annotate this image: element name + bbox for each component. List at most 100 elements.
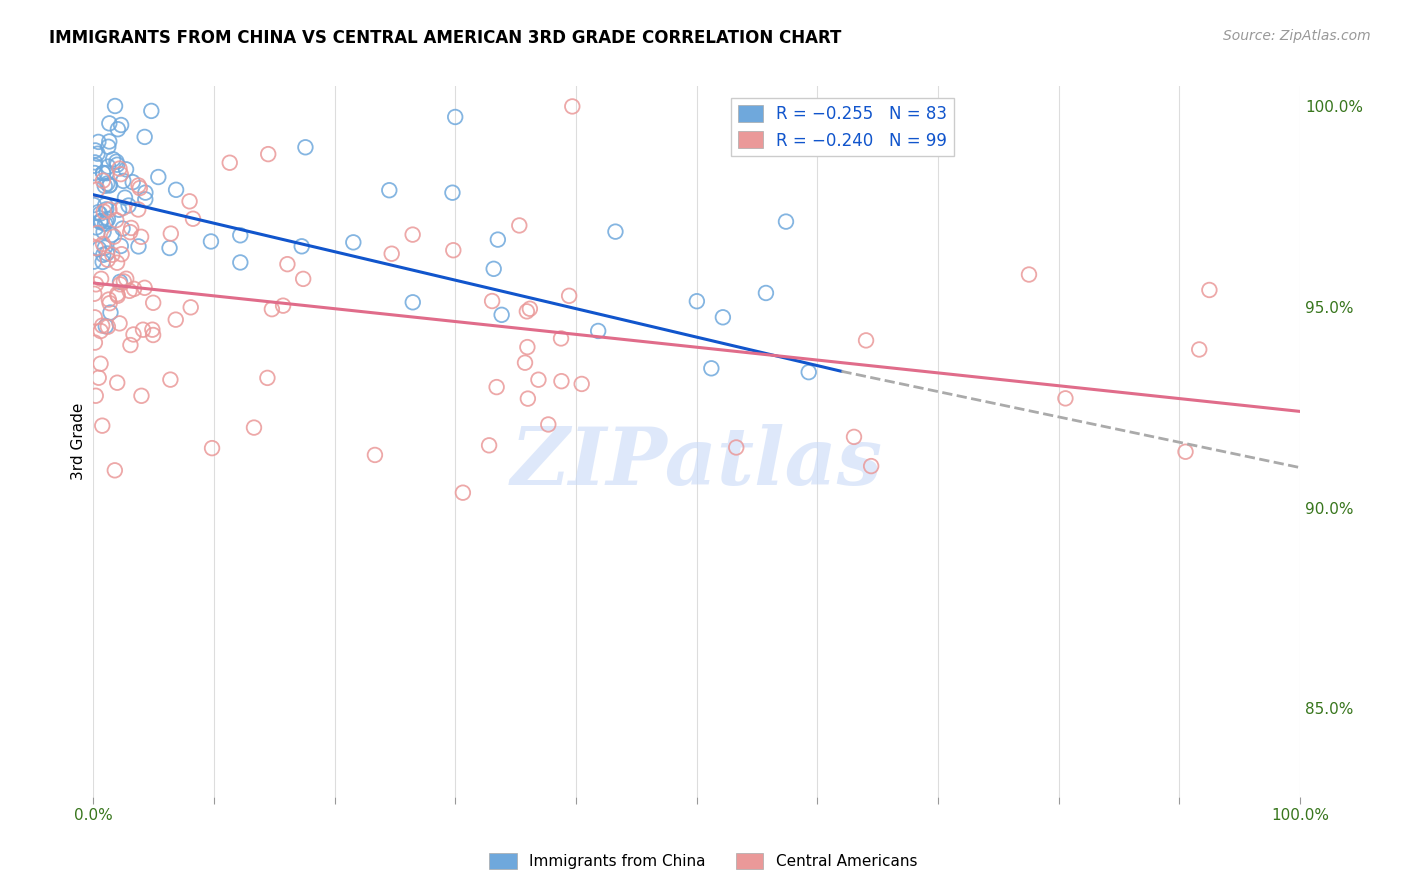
Point — [271, 299, 294, 313]
Point — [114, 191, 136, 205]
Point — [142, 328, 165, 343]
Point — [86, 226, 108, 240]
Point — [200, 235, 222, 249]
Point — [142, 295, 165, 310]
Point — [148, 169, 170, 184]
Point — [755, 285, 778, 300]
Point — [1054, 392, 1077, 406]
Point — [519, 301, 541, 316]
Point — [98, 178, 121, 193]
Point — [107, 289, 129, 303]
Point — [441, 244, 464, 258]
Point — [128, 181, 150, 195]
Point — [83, 286, 105, 301]
Point — [797, 365, 820, 379]
Point — [180, 301, 202, 315]
Point — [141, 323, 163, 337]
Point — [128, 178, 150, 193]
Point — [83, 310, 105, 325]
Point — [105, 256, 128, 270]
Point — [96, 214, 118, 228]
Point — [441, 186, 464, 200]
Point — [105, 287, 128, 301]
Point — [257, 147, 280, 161]
Point — [86, 146, 108, 161]
Point — [276, 257, 298, 271]
Point — [122, 282, 145, 296]
Point — [444, 110, 467, 124]
Point — [291, 239, 314, 253]
Point — [87, 370, 110, 384]
Point — [485, 380, 508, 394]
Point — [108, 317, 131, 331]
Point — [90, 357, 112, 371]
Point — [120, 221, 142, 235]
Point — [96, 166, 118, 180]
Text: Source: ZipAtlas.com: Source: ZipAtlas.com — [1223, 29, 1371, 43]
Point — [561, 99, 583, 113]
Point — [159, 241, 181, 255]
Point — [87, 205, 110, 219]
Text: IMMIGRANTS FROM CHINA VS CENTRAL AMERICAN 3RD GRADE CORRELATION CHART: IMMIGRANTS FROM CHINA VS CENTRAL AMERICA… — [49, 29, 842, 46]
Point — [91, 418, 114, 433]
Point — [104, 463, 127, 477]
Point — [103, 229, 125, 244]
Legend: Immigrants from China, Central Americans: Immigrants from China, Central Americans — [482, 847, 924, 875]
Point — [97, 293, 120, 307]
Point — [89, 207, 111, 221]
Point — [87, 135, 110, 149]
Point — [129, 229, 152, 244]
Point — [491, 308, 513, 322]
Point — [117, 198, 139, 212]
Point — [84, 241, 107, 255]
Point — [364, 448, 387, 462]
Point — [134, 281, 156, 295]
Point — [686, 294, 709, 309]
Point — [98, 202, 121, 217]
Point — [108, 202, 131, 217]
Point — [378, 183, 401, 197]
Point — [83, 198, 105, 212]
Point — [93, 225, 115, 239]
Point — [586, 324, 609, 338]
Point — [516, 392, 538, 406]
Point — [107, 122, 129, 136]
Point — [84, 277, 107, 292]
Point — [127, 239, 149, 253]
Point — [108, 277, 131, 292]
Point — [110, 167, 132, 181]
Point — [91, 318, 114, 333]
Point — [98, 296, 121, 310]
Point — [141, 103, 163, 118]
Point — [94, 178, 117, 193]
Point — [84, 144, 107, 158]
Point — [842, 430, 865, 444]
Point — [516, 340, 538, 354]
Point — [91, 166, 114, 180]
Point — [108, 275, 131, 289]
Point — [181, 211, 204, 226]
Point — [91, 255, 114, 269]
Point — [115, 162, 138, 177]
Point — [292, 272, 315, 286]
Point — [179, 194, 201, 209]
Point — [481, 293, 503, 308]
Point — [165, 312, 187, 326]
Point — [159, 227, 181, 241]
Point — [105, 376, 128, 390]
Point — [112, 174, 135, 188]
Point — [402, 295, 425, 310]
Point — [516, 304, 538, 318]
Point — [101, 248, 124, 262]
Point — [87, 242, 110, 256]
Point — [101, 153, 124, 167]
Point — [120, 338, 142, 352]
Point — [243, 420, 266, 434]
Point — [89, 214, 111, 228]
Point — [478, 438, 501, 452]
Point — [1188, 343, 1211, 357]
Point — [725, 441, 748, 455]
Point — [711, 310, 734, 325]
Point — [91, 174, 114, 188]
Point — [165, 183, 187, 197]
